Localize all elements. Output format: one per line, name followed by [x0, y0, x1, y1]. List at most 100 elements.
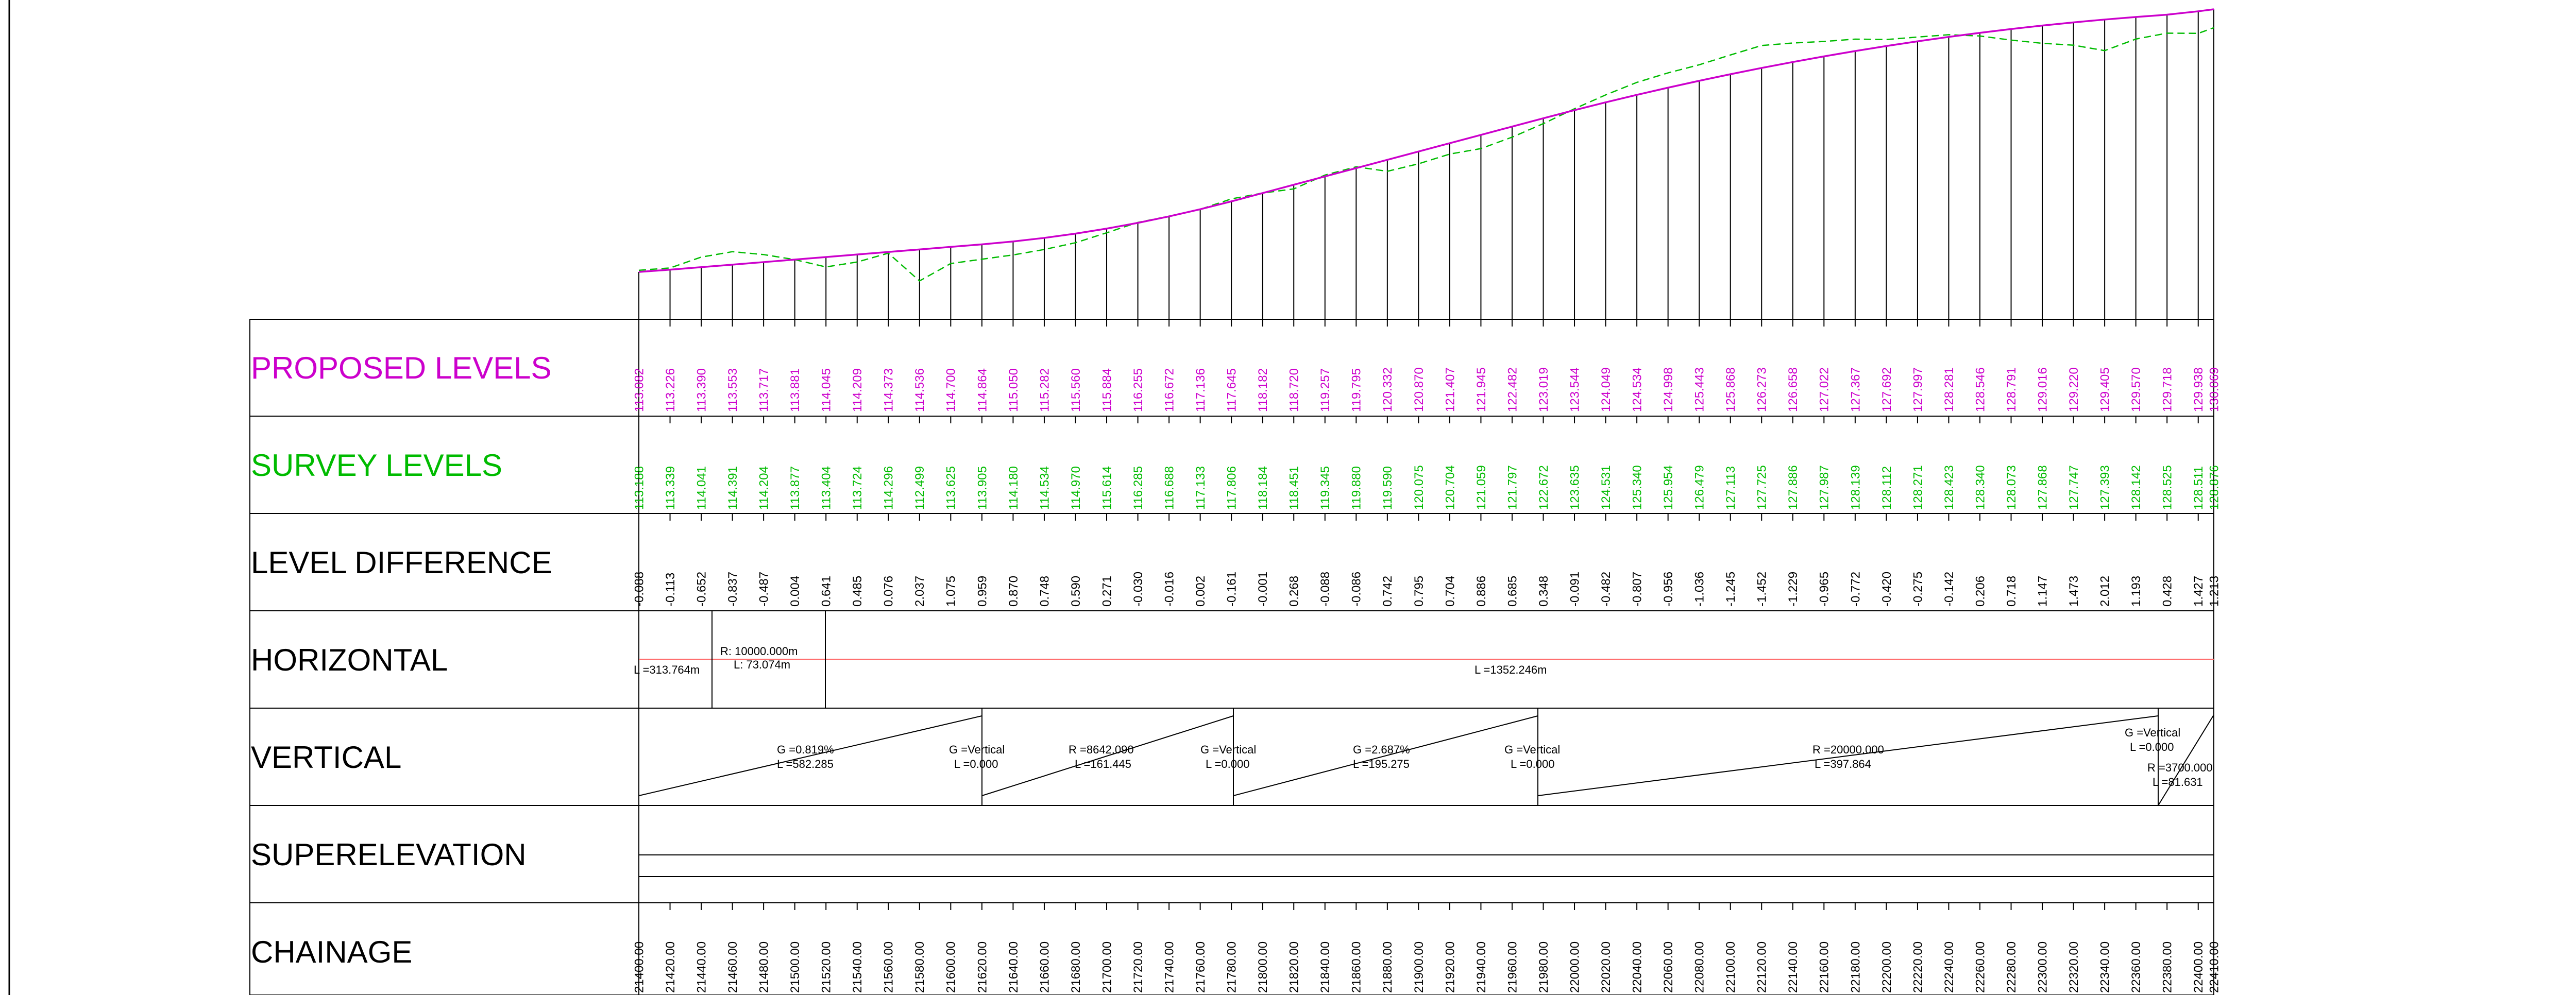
chainage-value: 22160.00	[1818, 941, 1832, 993]
horizontal-label: HORIZONTAL	[251, 643, 448, 677]
level-difference-value: -0.652	[694, 572, 708, 607]
survey-level-value: 122.672	[1537, 465, 1551, 510]
proposed-level-value: 124.534	[1631, 367, 1645, 412]
level-difference-value: 0.076	[882, 576, 896, 607]
chainage-value: 22200.00	[1880, 941, 1894, 993]
horizontal-straight-1: L =313.764m	[634, 663, 700, 676]
level-difference-value: 0.959	[975, 576, 989, 607]
survey-level-value: 113.724	[851, 466, 865, 510]
level-difference-value: 0.485	[851, 576, 865, 607]
proposed-level-value: 114.700	[944, 368, 958, 412]
survey-level-value: 128.511	[2192, 466, 2206, 510]
proposed-level-value: 114.209	[851, 368, 865, 412]
vertical-label-2a: G =Vertical	[949, 743, 1005, 756]
level-difference-value: 0.206	[1973, 576, 1987, 607]
survey-level-value: 113.339	[664, 466, 677, 510]
level-difference-value: -1.229	[1786, 572, 1800, 607]
survey-level-value: 128.271	[1911, 465, 1925, 510]
proposed-level-line	[638, 8, 2214, 273]
level-difference-value: -0.772	[1849, 572, 1862, 607]
chainage-value: 22140.00	[1786, 941, 1800, 993]
survey-levels-label: SURVEY LEVELS	[251, 448, 502, 483]
survey-level-value: 116.688	[1162, 466, 1176, 510]
chainage-value: 21420.00	[664, 941, 677, 993]
level-difference-value: 0.886	[1475, 576, 1488, 607]
chainage-value: 21700.00	[1100, 941, 1114, 993]
chainage-value: 21400.00	[632, 941, 646, 993]
chainage-value: 22060.00	[1662, 941, 1675, 993]
chainage-value: 21960.00	[1505, 941, 1519, 993]
survey-level-value: 120.075	[1412, 465, 1426, 510]
proposed-level-value: 126.658	[1786, 367, 1800, 412]
vertical-label-9b: L =81.631	[2153, 776, 2203, 788]
survey-level-value: 117.806	[1225, 466, 1239, 510]
proposed-level-value: 128.281	[1942, 367, 1956, 412]
proposed-level-value: 129.405	[2098, 367, 2112, 412]
survey-level-value: 128.073	[2005, 465, 2019, 510]
proposed-level-value: 116.672	[1162, 368, 1176, 412]
survey-level-value: 113.877	[788, 466, 802, 510]
level-difference-value: -0.956	[1662, 572, 1675, 607]
level-difference-value: -0.030	[1131, 572, 1145, 607]
survey-level-value: 119.345	[1318, 466, 1332, 510]
survey-level-value: 113.625	[944, 466, 958, 510]
chainage-value: 21500.00	[788, 941, 802, 993]
proposed-level-value: 113.390	[694, 368, 708, 412]
horizontal-straight-2: L =1352.246m	[1475, 663, 1547, 676]
proposed-level-value: 113.881	[788, 368, 802, 412]
proposed-level-value: 129.220	[2067, 367, 2081, 412]
level-difference-value: 2.037	[913, 576, 927, 607]
chainage-value: 22300.00	[2036, 941, 2049, 993]
level-difference-value: -0.420	[1880, 572, 1894, 607]
level-difference-value: 0.795	[1412, 576, 1426, 607]
level-difference-value: -0.275	[1911, 572, 1925, 607]
chainage-value: 22280.00	[2005, 941, 2019, 993]
survey-level-value: 121.797	[1505, 465, 1519, 510]
chainage-value: 21980.00	[1537, 941, 1551, 993]
proposed-level-value: 123.544	[1568, 367, 1582, 412]
level-difference-value: 1.147	[2036, 576, 2049, 607]
proposed-level-value: 129.718	[2161, 367, 2175, 412]
survey-level-value: 113.188	[632, 466, 646, 510]
level-difference-label: LEVEL DIFFERENCE	[251, 545, 552, 580]
chainage-label: CHAINAGE	[251, 935, 412, 969]
survey-level-value: 128.112	[1880, 466, 1894, 510]
level-difference-value: 1.193	[2129, 576, 2143, 607]
vertical-segment-4	[1537, 715, 2159, 796]
proposed-level-value: 128.791	[2005, 367, 2019, 412]
level-difference-value: -0.091	[1568, 572, 1582, 607]
vertical-label-1a: G =0.819%	[777, 743, 834, 756]
survey-level-value: 127.886	[1786, 465, 1800, 510]
vertical-label-7a: R =20000.000	[1812, 743, 1884, 756]
proposed-level-value: 115.050	[1007, 368, 1021, 412]
chainage-value: 21760.00	[1194, 941, 1208, 993]
proposed-level-value: 119.795	[1350, 368, 1364, 412]
level-difference-value: -0.487	[757, 572, 771, 607]
proposed-level-value: 115.282	[1038, 368, 1052, 412]
survey-level-value: 127.868	[2036, 465, 2049, 510]
level-difference-value: -1.036	[1693, 572, 1707, 607]
vertical-label-5b: L =195.275	[1353, 758, 1410, 770]
survey-level-value: 128.525	[2161, 465, 2175, 510]
level-difference-value: 0.428	[2161, 576, 2175, 607]
level-difference-value: -0.113	[664, 573, 677, 607]
level-difference-value: 0.590	[1069, 576, 1083, 607]
vertical-band-graphics	[638, 708, 2214, 806]
chainage-value: 22240.00	[1942, 941, 1956, 993]
proposed-level-value: 126.273	[1755, 367, 1769, 412]
proposed-level-value: 120.870	[1412, 367, 1426, 412]
level-difference-value: 1.213	[2207, 576, 2221, 607]
survey-level-value: 113.905	[975, 466, 989, 510]
survey-level-value: 127.747	[2067, 465, 2081, 510]
proposed-level-value: 113.226	[664, 368, 677, 412]
survey-level-value: 114.534	[1038, 466, 1052, 510]
proposed-level-value: 121.945	[1475, 367, 1488, 412]
chainage-value: 21800.00	[1256, 941, 1270, 993]
survey-level-value: 113.404	[820, 466, 834, 510]
survey-level-value: 112.499	[913, 466, 927, 510]
chainage-value: 22120.00	[1755, 941, 1769, 993]
horizontal-curve-radius: R: 10000.000m	[720, 645, 798, 658]
chainage-value: 22180.00	[1849, 941, 1862, 993]
survey-level-value: 119.880	[1350, 466, 1364, 510]
